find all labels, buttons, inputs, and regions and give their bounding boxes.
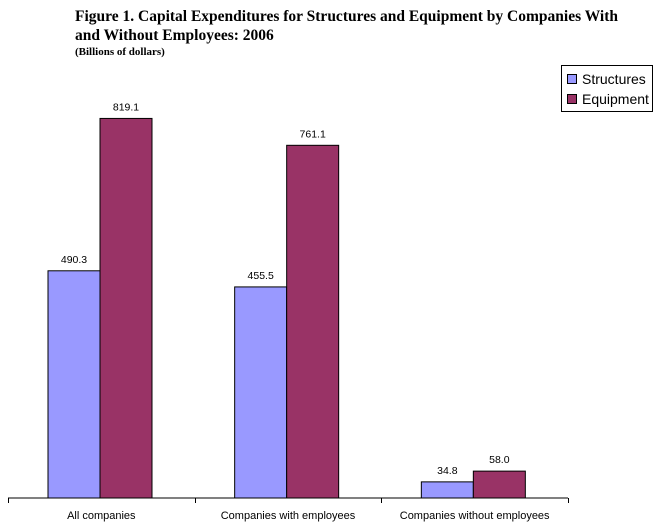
legend-item-structures: Structures	[567, 70, 646, 88]
legend-swatch-structures	[567, 74, 577, 84]
data-label: 819.1	[113, 101, 139, 113]
data-label: 58.0	[489, 454, 510, 466]
legend-swatch-equipment	[567, 94, 577, 104]
chart-title: Figure 1. Capital Expenditures for Struc…	[75, 8, 619, 44]
bar-equipment-2	[472, 470, 526, 499]
chart-subtitle: (Billions of dollars)	[75, 46, 165, 58]
legend: Structures Equipment	[561, 65, 653, 112]
data-label: 490.3	[61, 254, 87, 266]
bar-structures-2	[420, 481, 474, 499]
legend-label-equipment: Equipment	[582, 91, 649, 107]
bar-structures-0	[47, 270, 101, 499]
bar-structures-1	[234, 286, 288, 499]
data-label: 34.8	[437, 465, 458, 477]
bar-equipment-0	[99, 117, 153, 499]
category-label: Companies without employees	[400, 510, 550, 522]
legend-item-equipment: Equipment	[567, 90, 649, 108]
data-label: 455.5	[248, 270, 274, 282]
data-label: 761.1	[300, 128, 326, 140]
legend-label-structures: Structures	[582, 71, 646, 87]
category-label: All companies	[67, 510, 136, 522]
bar-equipment-1	[286, 144, 340, 499]
category-label: Companies with employees	[221, 510, 356, 522]
